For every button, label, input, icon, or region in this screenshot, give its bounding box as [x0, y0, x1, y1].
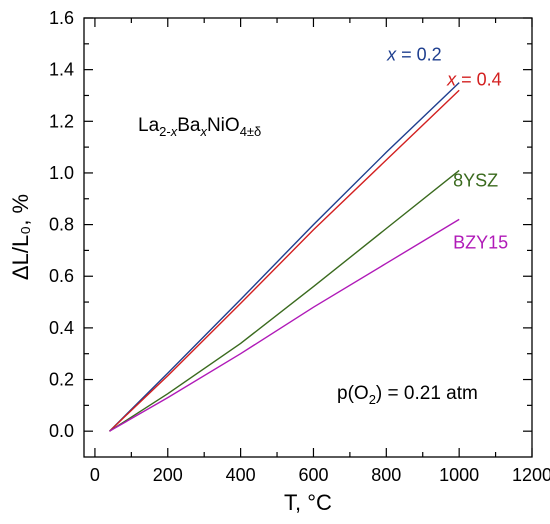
y-tick-label: 1.0 [49, 163, 74, 183]
x-tick-label: 0 [90, 465, 100, 485]
composition-formula: La2-xBaxNiO4±δ [138, 115, 261, 139]
y-tick-label: 0.2 [49, 370, 74, 390]
series-line-2 [109, 169, 460, 432]
series-label-text: BZY15 [453, 232, 508, 252]
x-tick-label: 200 [153, 465, 183, 485]
formula-ba-sub: x [199, 124, 207, 139]
series-label-1: x = 0.4 [446, 69, 502, 89]
y-tick-label: 1.2 [49, 111, 74, 131]
series-label-2: 8YSZ [453, 170, 498, 190]
series-line-0 [109, 82, 460, 432]
series-label-text: 8YSZ [453, 170, 498, 190]
x-tick-label: 1200 [512, 465, 550, 485]
x-axis-title: T, °C [284, 490, 332, 515]
y-tick-label: 0.8 [49, 215, 74, 235]
formula-o-sub: 4±δ [240, 124, 262, 139]
y-tick-label: 0.0 [49, 421, 74, 441]
series-label-0: x = 0.2 [386, 45, 442, 65]
x-tick-label: 400 [226, 465, 256, 485]
series-label-3: BZY15 [453, 232, 508, 252]
y-axis-title: ΔL/L₀, % [8, 194, 33, 280]
formula-la-sub-var: x [170, 124, 178, 139]
formula-la-sub: 2- [159, 124, 171, 139]
oxygen-pressure-note: p(O2) = 0.21 atm [337, 383, 478, 407]
condition-p2: ) = 0.21 atm [376, 383, 478, 404]
y-tick-label: 1.4 [49, 60, 74, 80]
data-series [109, 82, 460, 432]
plot-frame [83, 17, 533, 458]
series-label-text: = 0.2 [396, 45, 442, 65]
axis-ticks: 0 200 400 600 800 1000 1200 0.0 0.2 0.4 0.6 0.8 1.0 1… [49, 8, 550, 485]
formula-nio: NiO [207, 115, 240, 136]
x-tick-label: 1000 [439, 465, 479, 485]
y-tick-label: 0.4 [49, 318, 74, 338]
condition-p1: p(O [337, 383, 369, 404]
x-tick-label: 800 [371, 465, 401, 485]
y-tick-label: 0.6 [49, 266, 74, 286]
y-tick-label: 1.6 [49, 8, 74, 28]
series-line-1 [109, 89, 460, 432]
formula-ba: Ba [177, 115, 201, 136]
series-label-text: = 0.4 [456, 69, 502, 89]
series-line-3 [109, 218, 460, 432]
series-labels: x = 0.2x = 0.4 8YSZ BZY15 [386, 45, 508, 253]
series-label-var: x [386, 45, 397, 65]
series-label-var: x [446, 69, 457, 89]
condition-sub: 2 [369, 392, 376, 407]
formula-la: La [138, 115, 160, 136]
x-tick-label: 600 [298, 465, 328, 485]
